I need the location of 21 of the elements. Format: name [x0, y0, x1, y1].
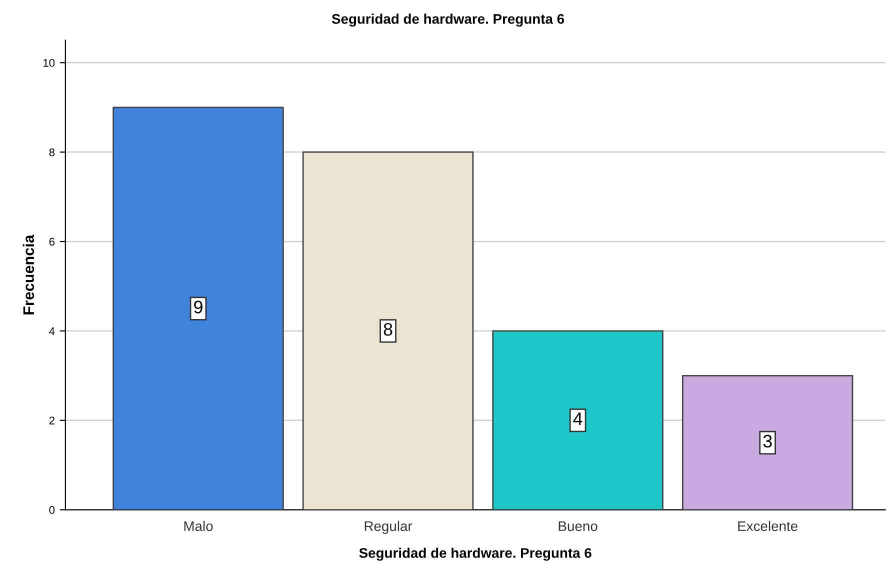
data-label: 9 [194, 300, 202, 314]
y-tick-label: 8 [49, 148, 55, 156]
x-tick-label: Regular [364, 520, 412, 534]
y-tick-label: 6 [49, 238, 55, 246]
x-tick-label: Excelente [738, 520, 798, 532]
data-label: 4 [573, 412, 582, 426]
chart-title: Seguridad de hardware. Pregunta 6 [332, 14, 564, 27]
x-tick-label: Bueno [558, 521, 598, 532]
y-tick-label: 10 [43, 58, 55, 67]
data-label: 8 [384, 322, 392, 336]
x-tick-label: Malo [184, 520, 213, 532]
bar [492, 330, 664, 510]
bar [682, 374, 854, 510]
data-label: 3 [763, 434, 772, 448]
x-axis-title: Seguridad de hardware. Pregunta 6 [359, 548, 592, 561]
y-tick-label: 0 [49, 506, 55, 514]
bar [302, 151, 474, 510]
y-tick-label: 4 [49, 327, 55, 335]
bar [112, 106, 284, 510]
y-tick-label: 2 [49, 416, 54, 424]
y-axis-title: Frecuencia [22, 234, 34, 314]
